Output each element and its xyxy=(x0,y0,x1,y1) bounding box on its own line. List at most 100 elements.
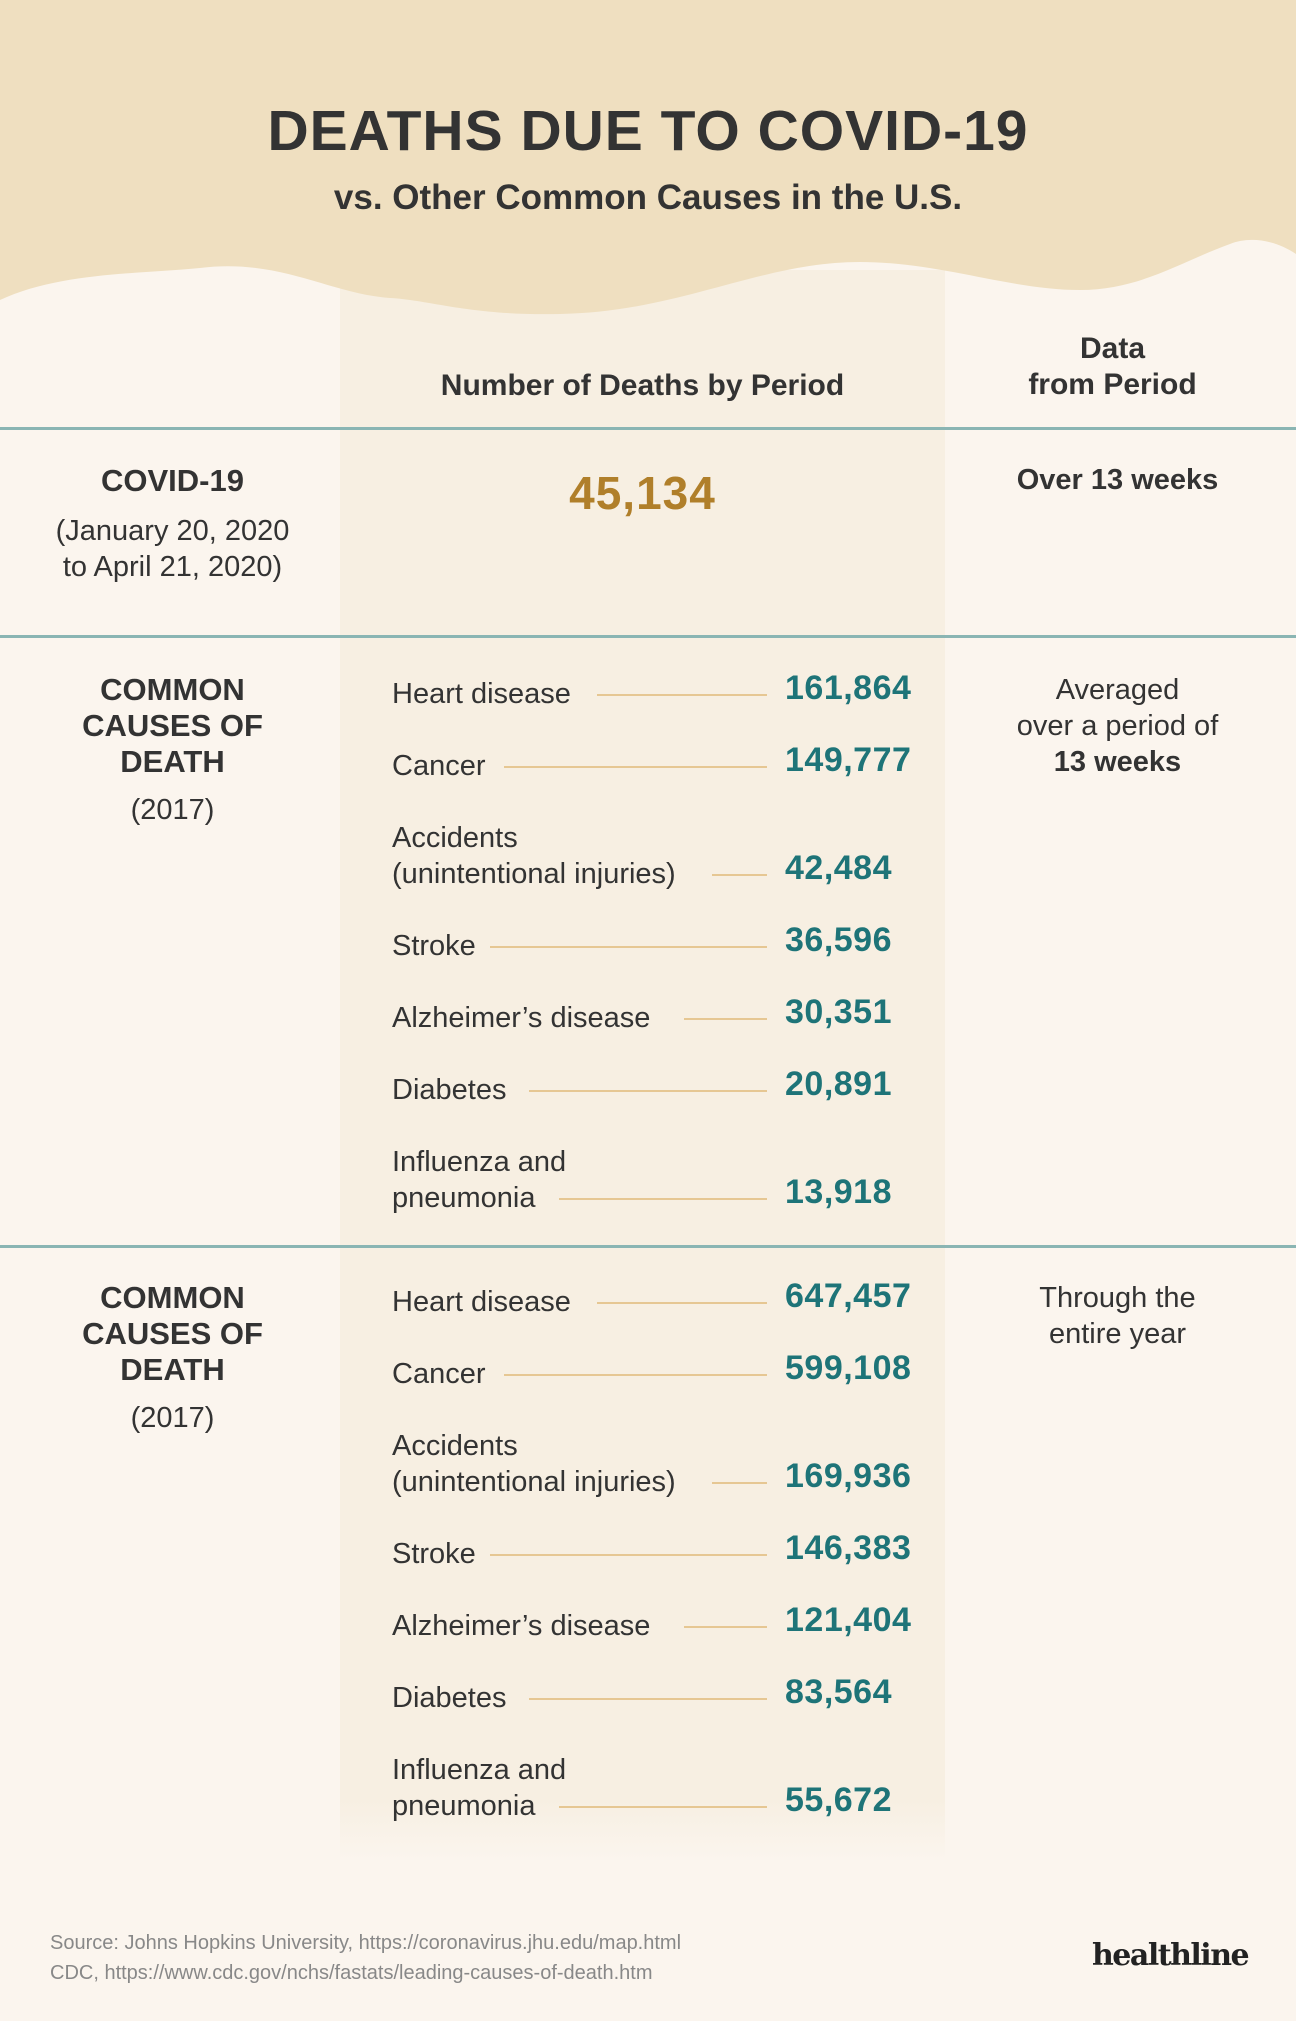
block1-row-heart-disease: Heart disease 161,864 xyxy=(392,640,932,712)
cause-label: Diabetes xyxy=(392,1074,507,1106)
cause-label-line1: Influenza and xyxy=(392,1754,567,1786)
cause-value: 161,864 xyxy=(785,669,912,707)
cause-value: 599,108 xyxy=(785,1349,912,1387)
cause-value: 55,672 xyxy=(785,1781,892,1819)
column-header-period-line1: Data xyxy=(1079,332,1146,365)
connector-line xyxy=(684,1626,767,1628)
cause-label-line1: Influenza and xyxy=(392,1146,567,1178)
block1-period-line1: Averaged xyxy=(1055,674,1180,706)
covid-period: Over 13 weeks xyxy=(1016,464,1219,496)
block1-period: Averaged over a period of 13 weeks xyxy=(945,672,1290,780)
cause-label-line1: Accidents xyxy=(392,822,518,854)
block2-title-line1: COMMON xyxy=(100,1280,245,1315)
connector-line xyxy=(490,946,767,948)
cause-label: Cancer xyxy=(392,1358,486,1390)
cause-label: Cancer xyxy=(392,750,486,782)
covid-title: COVID-19 xyxy=(101,463,244,498)
cause-label: Stroke xyxy=(392,930,476,962)
column-header-deaths: Number of Deaths by Period xyxy=(440,369,845,402)
block1-title-line2: CAUSES OF xyxy=(82,708,263,743)
page-title: DEATHS DUE TO COVID-19 xyxy=(267,99,1029,163)
block2-year: (2017) xyxy=(130,1402,215,1434)
cause-value: 30,351 xyxy=(785,993,892,1031)
cause-label: Heart disease xyxy=(392,1286,571,1318)
covid-date-line1: (January 20, 2020 xyxy=(55,515,290,547)
column-header-period: Data from Period xyxy=(945,331,1280,403)
block2-period-line2: entire year xyxy=(1048,1318,1186,1350)
cause-label-line1: Accidents xyxy=(392,1430,518,1462)
block1-row-stroke: Stroke 36,596 xyxy=(392,892,932,964)
block1-row-alzheimers: Alzheimer’s disease 30,351 xyxy=(392,964,932,1036)
cause-label: Alzheimer’s disease xyxy=(392,1002,651,1034)
cause-label: Diabetes xyxy=(392,1682,507,1714)
block1-title-line1: COMMON xyxy=(100,672,245,707)
block2-row-heart-disease: Heart disease 647,457 xyxy=(392,1248,932,1320)
connector-line xyxy=(529,1698,767,1700)
block2-row-alzheimers: Alzheimer’s disease 121,404 xyxy=(392,1572,932,1644)
cause-label: Alzheimer’s disease xyxy=(392,1610,651,1642)
divider-rule xyxy=(0,1245,1296,1248)
block2-row-stroke: Stroke 146,383 xyxy=(392,1500,932,1572)
source-line-cdc: CDC, https://www.cdc.gov/nchs/fastats/le… xyxy=(50,1962,653,1984)
middle-column-fade xyxy=(340,1800,945,1860)
block2-title-line3: DEATH xyxy=(120,1352,225,1387)
cause-value: 83,564 xyxy=(785,1673,892,1711)
connector-line xyxy=(712,874,767,876)
cause-label-line2: pneumonia xyxy=(392,1182,536,1214)
block2-label-cell: COMMON CAUSES OF DEATH (2017) xyxy=(0,1280,345,1436)
block1-period-line3: 13 weeks xyxy=(1053,746,1182,778)
connector-line xyxy=(504,766,767,768)
cause-label-line2: (unintentional injuries) xyxy=(392,1466,676,1498)
block1-row-cancer: Cancer 149,777 xyxy=(392,712,932,784)
divider-rule xyxy=(0,427,1296,430)
connector-line xyxy=(559,1198,767,1200)
covid-label-cell: COVID-19 (January 20, 2020 to April 21, … xyxy=(0,463,345,585)
block1-title-line3: DEATH xyxy=(120,744,225,779)
cause-value: 20,891 xyxy=(785,1065,892,1103)
block1-year: (2017) xyxy=(130,794,215,826)
healthline-logo: healthline xyxy=(1092,1938,1250,1973)
connector-line xyxy=(597,694,767,696)
cause-value: 13,918 xyxy=(785,1173,892,1211)
middle-column-background xyxy=(340,270,945,1860)
cause-label: Heart disease xyxy=(392,678,571,710)
block1-period-line2: over a period of xyxy=(1016,710,1219,742)
cause-value: 36,596 xyxy=(785,921,892,959)
block1-row-accidents: Accidents (unintentional injuries) 42,48… xyxy=(392,820,932,892)
connector-line xyxy=(559,1806,767,1808)
cause-label-line2: (unintentional injuries) xyxy=(392,858,676,890)
block2-period-line1: Through the xyxy=(1039,1282,1196,1314)
block2-row-diabetes: Diabetes 83,564 xyxy=(392,1644,932,1716)
block2-row-accidents: Accidents (unintentional injuries) 169,9… xyxy=(392,1428,932,1500)
cause-value: 149,777 xyxy=(785,741,912,779)
block2-row-influenza: Influenza and pneumonia 55,672 xyxy=(392,1752,932,1824)
divider-rule xyxy=(0,635,1296,638)
covid-date-line2: to April 21, 2020) xyxy=(62,551,283,583)
block1-row-influenza: Influenza and pneumonia 13,918 xyxy=(392,1144,932,1216)
cause-value: 647,457 xyxy=(785,1277,912,1315)
block2-period: Through the entire year xyxy=(945,1280,1290,1352)
column-header-period-line2: from Period xyxy=(1028,368,1197,401)
cause-value: 42,484 xyxy=(785,849,892,887)
block1-row-diabetes: Diabetes 20,891 xyxy=(392,1036,932,1108)
connector-line xyxy=(490,1554,767,1556)
cause-value: 169,936 xyxy=(785,1457,912,1495)
source-citation: Source: Johns Hopkins University, https:… xyxy=(50,1928,681,1988)
cause-label-line2: pneumonia xyxy=(392,1790,536,1822)
covid-date-range: (January 20, 2020 to April 21, 2020) xyxy=(0,513,345,585)
connector-line xyxy=(684,1018,767,1020)
cause-value: 121,404 xyxy=(785,1601,912,1639)
covid-deaths-value: 45,134 xyxy=(569,467,716,519)
cause-label: Stroke xyxy=(392,1538,476,1570)
block2-title-line2: CAUSES OF xyxy=(82,1316,263,1351)
block1-label-cell: COMMON CAUSES OF DEATH (2017) xyxy=(0,672,345,828)
connector-line xyxy=(597,1302,767,1304)
header-wave-background xyxy=(0,0,1296,315)
cause-value: 146,383 xyxy=(785,1529,912,1567)
block2-row-cancer: Cancer 599,108 xyxy=(392,1320,932,1392)
source-line-jhu: Source: Johns Hopkins University, https:… xyxy=(50,1932,682,1954)
page-subtitle: vs. Other Common Causes in the U.S. xyxy=(333,178,963,217)
connector-line xyxy=(504,1374,767,1376)
connector-line xyxy=(712,1482,767,1484)
connector-line xyxy=(529,1090,767,1092)
